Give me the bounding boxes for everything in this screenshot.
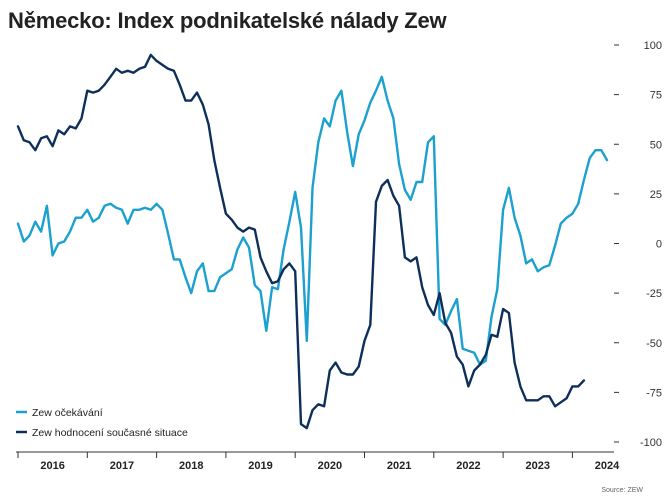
x-tick-label: 2017 — [110, 460, 134, 472]
source-note: Source: ZEW — [601, 487, 643, 494]
series-line-current-situation — [16, 53, 586, 430]
x-tick-label: 2020 — [318, 460, 342, 472]
legend-label-expectations: Zew očekávání — [32, 407, 103, 419]
x-tick-label: 2023 — [526, 460, 550, 472]
y-tick-label: 0 — [656, 239, 662, 251]
y-tick-label: 75 — [650, 90, 662, 102]
y-tick-label: -75 — [646, 387, 662, 399]
x-tick-label: 2019 — [248, 460, 272, 472]
y-tick-label: 100 — [644, 40, 662, 52]
legend-label-current-situation: Zew hodnocení současné situace — [32, 427, 188, 439]
chart-title: Německo: Index podnikatelské nálady Zew — [8, 8, 447, 33]
x-tick-label: 2022 — [456, 460, 480, 472]
y-axis: 100 75 50 25 0 -25 -50 -75 -100 — [614, 40, 662, 449]
x-tick-label: 2021 — [387, 460, 411, 472]
y-tick-label: 50 — [650, 139, 662, 151]
series-layer — [16, 53, 609, 430]
x-tick-label: 2016 — [40, 460, 64, 472]
x-axis: 2016 2017 2018 2019 2020 2021 2022 2023 2024 — [17, 452, 620, 472]
legend: Zew očekávání Zew hodnocení současné sit… — [16, 407, 188, 439]
y-tick-label: 25 — [650, 189, 662, 201]
y-tick-label: -100 — [640, 437, 662, 449]
y-tick-label: -25 — [646, 288, 662, 300]
x-tick-label: 2018 — [179, 460, 203, 472]
series-line-expectations — [16, 75, 609, 366]
y-tick-label: -50 — [646, 338, 662, 350]
x-tick-label: 2024 — [595, 460, 620, 472]
